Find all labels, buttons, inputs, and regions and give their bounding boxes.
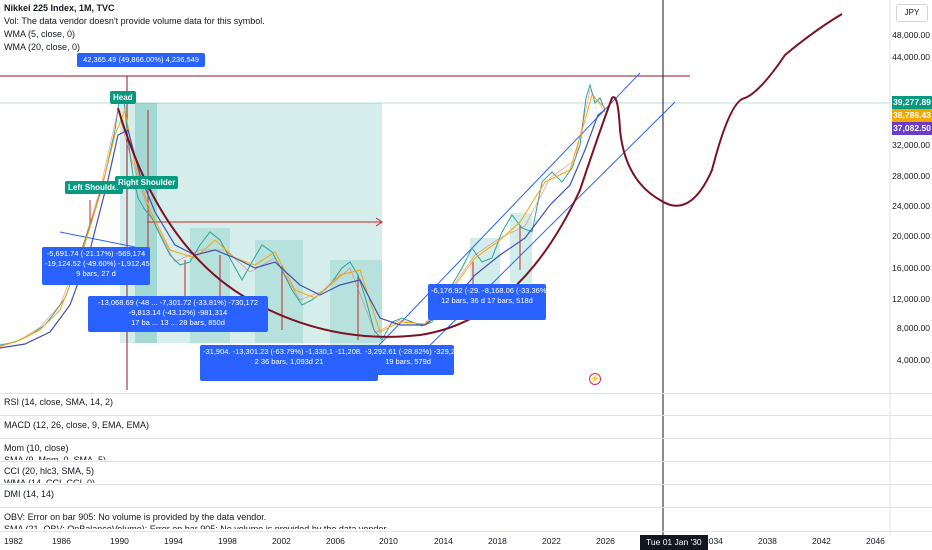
price-scale-label: 32,000.00	[892, 140, 930, 150]
time-axis-label: 2018	[488, 536, 507, 546]
time-axis-label: 1982	[4, 536, 23, 546]
measure-box-1[interactable]: -5,691.74 (-21.17%) -569,174 -19,124.52 (…	[42, 247, 150, 285]
price-scale-label: 12,000.00	[892, 293, 930, 304]
left-shoulder-label[interactable]: Left Shoulder	[65, 181, 123, 194]
price-tag: 37,082.50	[892, 122, 932, 135]
wma5-legend[interactable]: WMA (5, close, 0)	[4, 29, 76, 39]
dmi-pane-label[interactable]: DMI (14, 14)	[4, 489, 55, 499]
time-axis-label: 2042	[812, 536, 831, 546]
channel-upper	[359, 72, 641, 366]
vol-legend[interactable]: Vol: The data vendor doesn't provide vol…	[4, 16, 265, 26]
price-tag: 38,786.43	[892, 109, 932, 122]
rsi-pane-label[interactable]: RSI (14, close, SMA, 14, 2)	[4, 397, 114, 407]
cci-pane-label[interactable]: CCI (20, hlc3, SMA, 5)	[4, 466, 95, 476]
time-axis-label: 1994	[164, 536, 183, 546]
wma20-legend[interactable]: WMA (20, close, 0)	[4, 42, 81, 52]
mom-sub-label: SMA (9, Mom, 0, SMA, 5)	[4, 455, 107, 460]
right-shoulder-label[interactable]: Right Shoulder	[115, 176, 179, 189]
time-axis-label: 1990	[110, 536, 129, 546]
time-axis-label: 1986	[52, 536, 71, 546]
time-axis-label: 2026	[596, 536, 615, 546]
macd-pane-label[interactable]: MACD (12, 26, close, 9, EMA, EMA)	[4, 420, 150, 430]
currency-button[interactable]: JPY	[896, 4, 928, 22]
time-cursor-label: Tue 01 Jan '30	[640, 535, 708, 550]
time-axis-label: 2038	[758, 536, 777, 546]
measure-box-3[interactable]: -31,904. -13,301.23 (-63.79%) -1,330,1 -…	[200, 345, 378, 381]
time-axis-label: 2006	[326, 536, 345, 546]
head-label[interactable]: Head	[110, 91, 136, 104]
price-scale-label: 8,000.00	[896, 322, 930, 333]
time-axis-label: 2022	[542, 536, 561, 546]
time-axis-label: 2014	[434, 536, 453, 546]
time-axis-label: 1998	[218, 536, 237, 546]
obv-sub-label: SMA (21, OBV: OnBalanceVolume): Error on…	[4, 524, 389, 529]
price-scale-label: 4,000.00	[896, 355, 930, 365]
wma20-series	[0, 109, 606, 349]
measure-box-5[interactable]: -6,176.92 (-29. -8,168.06 (-33.36%) -816…	[428, 284, 546, 320]
symbol-title[interactable]: Nikkei 225 Index, 1M, TVC	[4, 3, 115, 13]
channel-lower	[399, 101, 676, 376]
obv-pane-label[interactable]: OBV: Error on bar 905: No volume is prov…	[4, 512, 267, 522]
lightning-icon[interactable]: ⚡	[589, 373, 601, 385]
mom-pane-label[interactable]: Mom (10, close)	[4, 443, 69, 453]
measure-box-2[interactable]: -13,068.69 (-48 ... -7,301.72 (-33.81%) …	[88, 296, 268, 332]
price-scale-label: 20,000.00	[892, 231, 930, 242]
time-axis-label: 2046	[866, 536, 885, 546]
price-tag: 39,277.89	[892, 96, 932, 109]
time-axis-label: 2002	[272, 536, 291, 546]
time-axis-label: 2034	[704, 536, 723, 546]
price-scale-label: 16,000.00	[892, 262, 930, 273]
top-measure-label[interactable]: 42,365.49 (49,866.00%) 4,236,549	[77, 53, 205, 67]
time-axis-label: 2010	[379, 536, 398, 546]
price-scale-label: 48,000.00	[892, 30, 930, 40]
price-scale-label: 44,000.00	[892, 52, 930, 63]
price-scale-label: 24,000.00	[892, 201, 930, 212]
cup-curve	[117, 13, 843, 338]
cci-sub-label: WMA (14, CCI, CCI, 0)	[4, 478, 96, 483]
price-scale-label: 28,000.00	[892, 170, 930, 181]
measure-box-4[interactable]: -3,292.61 (-28.82%) -329,261 19 bars, 579…	[362, 345, 454, 375]
